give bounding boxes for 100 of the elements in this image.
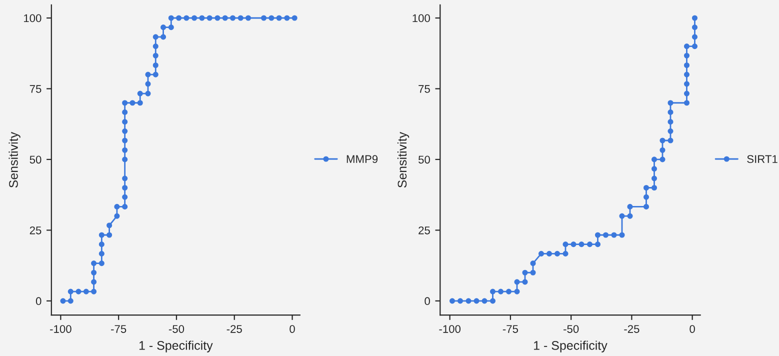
point [643, 204, 650, 210]
point [490, 288, 496, 294]
point [122, 147, 128, 153]
point [522, 270, 528, 276]
point [184, 15, 190, 21]
point [145, 72, 151, 78]
point [122, 119, 128, 125]
point [482, 298, 488, 304]
legend-label: SIRT1 [747, 155, 778, 164]
point [627, 213, 633, 219]
x-tick-label: -50 [168, 325, 184, 333]
point [684, 81, 690, 87]
point [684, 72, 690, 78]
point [668, 128, 674, 134]
point [611, 232, 617, 238]
point [538, 250, 544, 256]
point [76, 288, 82, 294]
point [245, 15, 252, 21]
x-axis-title: 1 - Specificity [139, 340, 213, 352]
point [68, 288, 74, 294]
x-tick-label: -50 [564, 325, 579, 333]
x-axis-title: 1 - Specificity [534, 340, 608, 352]
point [60, 298, 66, 304]
point [168, 24, 174, 30]
point [692, 24, 698, 30]
point [98, 260, 104, 266]
point [68, 298, 74, 304]
point [660, 138, 666, 144]
point [562, 250, 568, 256]
x-tick-label: -100 [439, 325, 461, 333]
point [514, 288, 520, 294]
point [449, 298, 456, 304]
legend-label: MMP9 [346, 155, 378, 164]
point [199, 15, 205, 21]
point [106, 232, 112, 238]
point [122, 128, 128, 134]
point [122, 138, 128, 144]
point [83, 288, 89, 294]
point [160, 34, 166, 40]
point [137, 90, 143, 96]
point [668, 100, 674, 106]
point [684, 100, 690, 106]
point [546, 250, 552, 256]
point [586, 242, 593, 248]
y-tick-label: 100 [412, 14, 430, 22]
point [684, 44, 690, 50]
point [692, 15, 698, 21]
point [152, 34, 158, 40]
point [284, 15, 290, 21]
point [627, 204, 633, 210]
point [619, 213, 625, 219]
point [160, 24, 166, 30]
x-tick-label: -75 [502, 325, 518, 333]
point [192, 15, 198, 21]
point [684, 90, 690, 96]
y-tick-label: 25 [30, 226, 42, 234]
point [106, 222, 112, 228]
point [276, 15, 282, 21]
point [692, 44, 698, 50]
x-tick-label: -75 [111, 325, 126, 333]
point [114, 204, 120, 210]
y-tick-label: 0 [424, 297, 430, 306]
point [506, 288, 512, 294]
point [619, 232, 625, 238]
point [668, 109, 674, 115]
point [643, 194, 650, 200]
point [98, 250, 104, 256]
x-tick-label: -25 [226, 325, 242, 333]
y-axis-title: Sensitivity [8, 132, 20, 188]
point [530, 260, 536, 266]
point [152, 44, 158, 50]
point [570, 242, 576, 248]
point [514, 279, 520, 285]
point [562, 242, 568, 248]
point [530, 270, 536, 276]
point [214, 15, 220, 21]
point [122, 100, 128, 106]
point [668, 119, 674, 125]
point [651, 184, 658, 191]
point [137, 100, 143, 106]
point [554, 250, 560, 256]
point [91, 288, 97, 294]
point [660, 147, 666, 153]
point [152, 72, 158, 78]
y-tick-label: 25 [418, 226, 430, 234]
point [122, 109, 128, 115]
point [176, 15, 182, 21]
point [594, 232, 601, 238]
point [168, 15, 174, 21]
point [651, 176, 658, 182]
point [643, 184, 650, 191]
point [692, 34, 698, 40]
point [222, 15, 228, 21]
point [578, 242, 584, 248]
point [261, 15, 267, 21]
point [268, 15, 274, 21]
y-tick-label: 100 [24, 14, 42, 22]
point [292, 15, 298, 21]
point [98, 242, 104, 248]
point [230, 15, 236, 21]
